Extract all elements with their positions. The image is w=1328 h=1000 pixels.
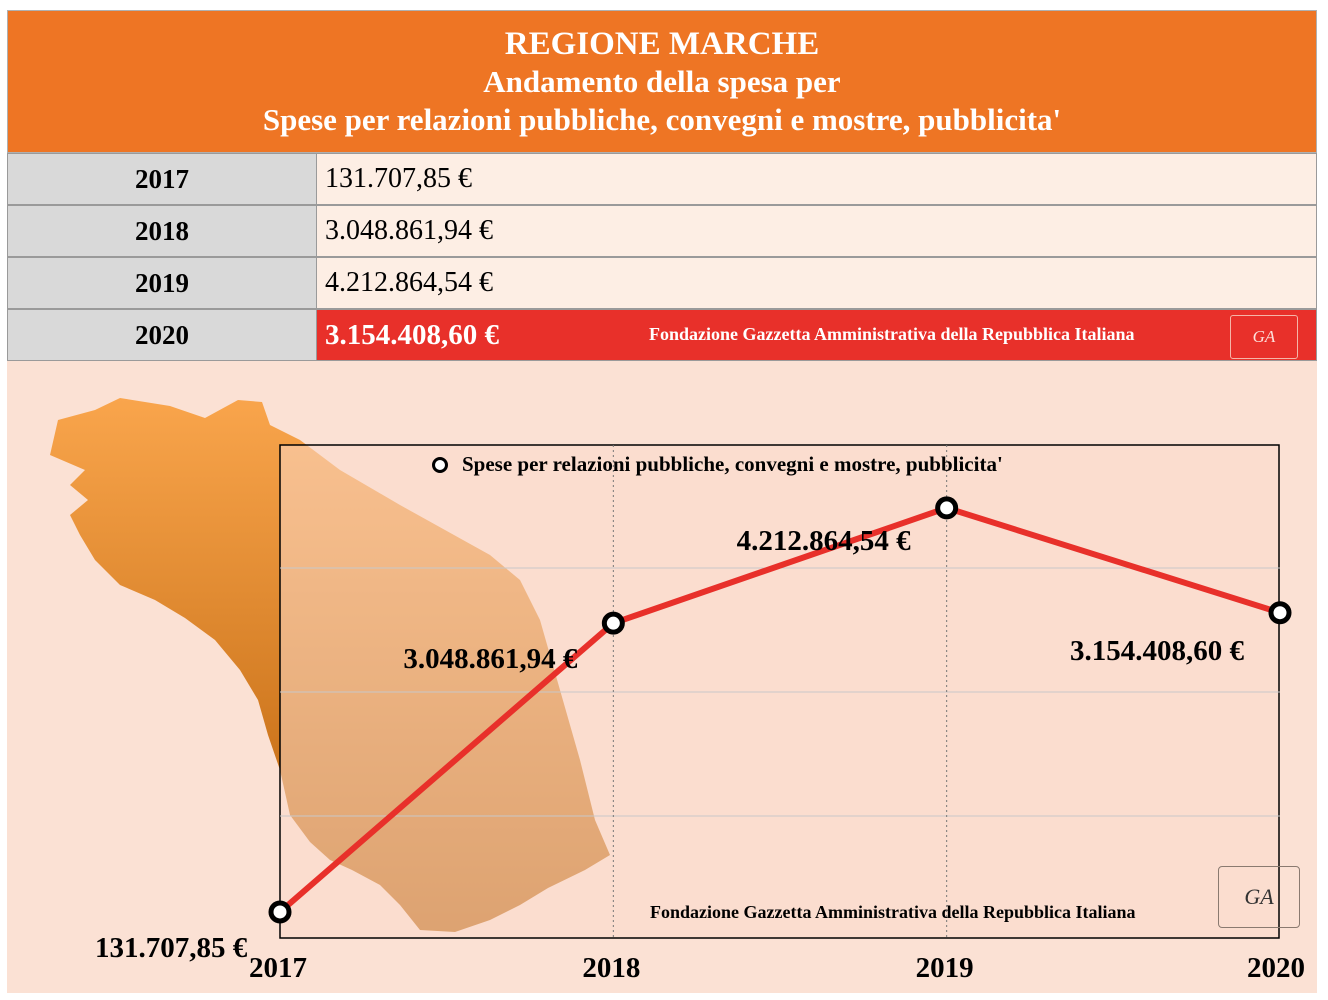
data-point xyxy=(601,611,625,635)
ga-logo-text: GA xyxy=(1252,327,1276,346)
table-row: 2019 4.212.864,54 € xyxy=(7,257,1317,309)
value-text: 3.154.408,60 € xyxy=(325,318,499,351)
chart-source-text: Fondazione Gazzetta Amministrativa della… xyxy=(650,902,1136,922)
data-point xyxy=(268,900,292,924)
data-label: 4.212.864,54 € xyxy=(736,524,911,557)
year-cell: 2017 xyxy=(7,153,317,205)
series-group xyxy=(268,496,1292,924)
table-row: 2017 131.707,85 € xyxy=(7,153,1317,205)
value-cell: 131.707,85 € xyxy=(317,153,1317,205)
region-title: REGIONE MARCHE xyxy=(504,25,820,62)
legend-label: Spese per relazioni pubbliche, convegni … xyxy=(462,452,1003,476)
ga-logo-chart: GA xyxy=(1218,866,1300,928)
x-tick-label: 2018 xyxy=(582,952,641,984)
table-row-highlight: 2020 3.154.408,60 € Fondazione Gazzetta … xyxy=(7,309,1317,361)
category-title: Spese per relazioni pubbliche, convegni … xyxy=(262,101,1062,137)
year-cell: 2019 xyxy=(7,257,317,309)
x-tick-label: 2020 xyxy=(1247,952,1305,984)
data-label: 3.154.408,60 € xyxy=(1070,634,1244,667)
data-label: 131.707,85 € xyxy=(95,931,248,964)
source-text: Fondazione Gazzetta Amministrativa della… xyxy=(649,324,1135,344)
data-point xyxy=(1268,601,1292,625)
legend: Spese per relazioni pubbliche, convegni … xyxy=(426,452,1003,477)
value-cell: 4.212.864,54 € xyxy=(317,257,1317,309)
data-label: 3.048.861,94 € xyxy=(403,643,578,676)
data-point xyxy=(935,496,959,520)
chart-header: REGIONE MARCHE Andamento della spesa per… xyxy=(7,10,1317,153)
value-cell: 3.154.408,60 € Fondazione Gazzetta Ammin… xyxy=(317,309,1317,361)
values-table: 2017 131.707,85 € 2018 3.048.861,94 € 20… xyxy=(7,153,1317,361)
series-line xyxy=(278,504,1281,915)
subtitle: Andamento della spesa per xyxy=(483,63,841,99)
value-cell: 3.048.861,94 € xyxy=(317,205,1317,257)
year-cell: 2018 xyxy=(7,205,317,257)
ga-logo-chart-text: GA xyxy=(1244,884,1274,909)
x-tick-label: 2019 xyxy=(915,952,974,984)
legend-marker-icon xyxy=(426,456,456,473)
year-cell: 2020 xyxy=(7,309,317,361)
table-row: 2018 3.048.861,94 € xyxy=(7,205,1317,257)
ga-logo: GA xyxy=(1230,315,1298,359)
x-tick-label: 2017 xyxy=(249,952,307,984)
